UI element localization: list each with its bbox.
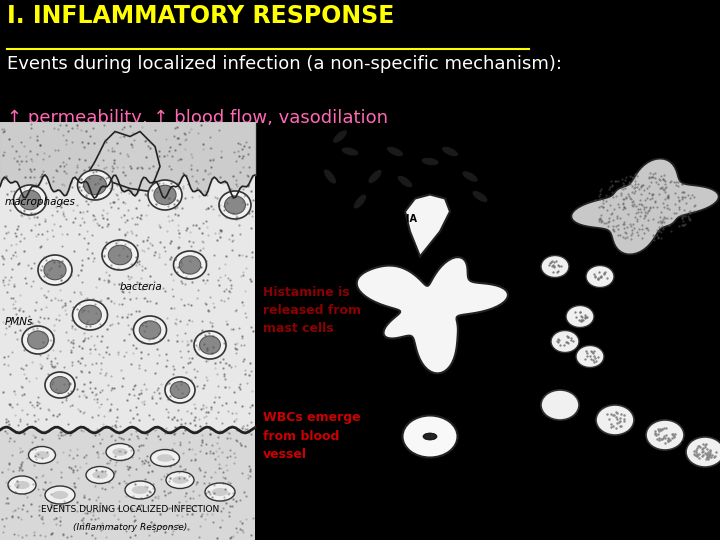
Ellipse shape: [132, 486, 148, 494]
Ellipse shape: [354, 194, 366, 209]
Ellipse shape: [225, 196, 246, 214]
Ellipse shape: [219, 191, 251, 219]
Text: (Inflammatory Response): (Inflammatory Response): [73, 523, 187, 532]
Ellipse shape: [112, 448, 127, 456]
Text: some: some: [462, 438, 488, 449]
Ellipse shape: [341, 147, 359, 156]
Ellipse shape: [576, 346, 604, 368]
Ellipse shape: [78, 170, 112, 200]
Ellipse shape: [551, 330, 579, 353]
Ellipse shape: [78, 305, 102, 325]
Ellipse shape: [73, 300, 107, 330]
Ellipse shape: [133, 316, 166, 344]
Text: vessel: vessel: [263, 448, 307, 461]
Ellipse shape: [29, 447, 55, 463]
Ellipse shape: [45, 486, 75, 504]
Text: EVENTS DURING LOCALIZED INFECTION: EVENTS DURING LOCALIZED INFECTION: [41, 505, 219, 514]
Ellipse shape: [8, 476, 36, 494]
Ellipse shape: [166, 471, 194, 489]
Ellipse shape: [402, 415, 457, 457]
Ellipse shape: [84, 176, 107, 195]
Ellipse shape: [421, 157, 439, 166]
Ellipse shape: [92, 471, 108, 479]
Ellipse shape: [333, 130, 347, 143]
Ellipse shape: [174, 251, 207, 279]
Text: bacteria: bacteria: [120, 282, 163, 292]
Text: Events during localized infection (a non-specific mechanism):: Events during localized infection (a non…: [7, 55, 562, 73]
Ellipse shape: [125, 481, 155, 499]
Ellipse shape: [102, 240, 138, 270]
Ellipse shape: [541, 390, 579, 420]
Ellipse shape: [472, 191, 488, 202]
Ellipse shape: [157, 454, 173, 462]
Text: from blood: from blood: [263, 429, 339, 442]
Ellipse shape: [44, 260, 66, 280]
Polygon shape: [80, 132, 160, 192]
Ellipse shape: [108, 245, 132, 265]
Text: released from: released from: [263, 305, 361, 318]
Ellipse shape: [172, 476, 188, 484]
Ellipse shape: [38, 255, 72, 285]
Ellipse shape: [541, 255, 569, 278]
Ellipse shape: [387, 146, 403, 157]
Polygon shape: [405, 194, 450, 256]
Ellipse shape: [22, 326, 54, 354]
Text: I. INFLAMMATORY RESPONSE: I. INFLAMMATORY RESPONSE: [7, 4, 395, 28]
Ellipse shape: [205, 483, 235, 501]
Polygon shape: [571, 159, 719, 254]
Ellipse shape: [423, 433, 437, 440]
Ellipse shape: [139, 321, 161, 339]
Ellipse shape: [397, 176, 413, 188]
Bar: [0, 122, 255, 540]
Ellipse shape: [566, 306, 594, 327]
Ellipse shape: [324, 169, 336, 184]
Ellipse shape: [194, 331, 226, 359]
Ellipse shape: [45, 372, 75, 398]
Ellipse shape: [199, 336, 220, 354]
Ellipse shape: [170, 382, 190, 399]
Text: Phago-: Phago-: [462, 421, 496, 430]
Ellipse shape: [50, 376, 70, 394]
Ellipse shape: [52, 491, 68, 499]
Ellipse shape: [179, 256, 201, 274]
Ellipse shape: [165, 377, 195, 403]
Ellipse shape: [148, 180, 182, 210]
Ellipse shape: [14, 481, 30, 489]
Ellipse shape: [154, 185, 176, 205]
Text: ↑ permeability, ↑ blood flow, vasodilation: ↑ permeability, ↑ blood flow, vasodilati…: [7, 109, 388, 127]
Ellipse shape: [86, 467, 114, 483]
Text: LYSOSOMES: LYSOSOMES: [540, 289, 601, 299]
Polygon shape: [357, 257, 508, 374]
Ellipse shape: [686, 437, 720, 467]
Ellipse shape: [368, 170, 382, 184]
Ellipse shape: [19, 190, 41, 210]
Ellipse shape: [27, 331, 48, 349]
Text: PHAGOCYTOSIS: PHAGOCYTOSIS: [611, 132, 709, 141]
Ellipse shape: [441, 146, 459, 157]
Text: macrophages: macrophages: [5, 197, 76, 207]
Bar: [0, 430, 255, 540]
Text: Histamine is: Histamine is: [263, 287, 350, 300]
Ellipse shape: [14, 185, 47, 215]
Ellipse shape: [586, 266, 614, 287]
Ellipse shape: [150, 449, 179, 467]
Ellipse shape: [646, 420, 684, 450]
Ellipse shape: [462, 171, 478, 182]
Ellipse shape: [35, 451, 50, 459]
Ellipse shape: [212, 488, 228, 496]
Text: BACTERIA: BACTERIA: [363, 213, 417, 224]
Text: PMNs: PMNs: [5, 317, 33, 327]
Text: WBCs emerge: WBCs emerge: [263, 411, 361, 424]
Text: mast cells: mast cells: [263, 322, 333, 335]
Ellipse shape: [106, 443, 134, 461]
Ellipse shape: [596, 405, 634, 435]
